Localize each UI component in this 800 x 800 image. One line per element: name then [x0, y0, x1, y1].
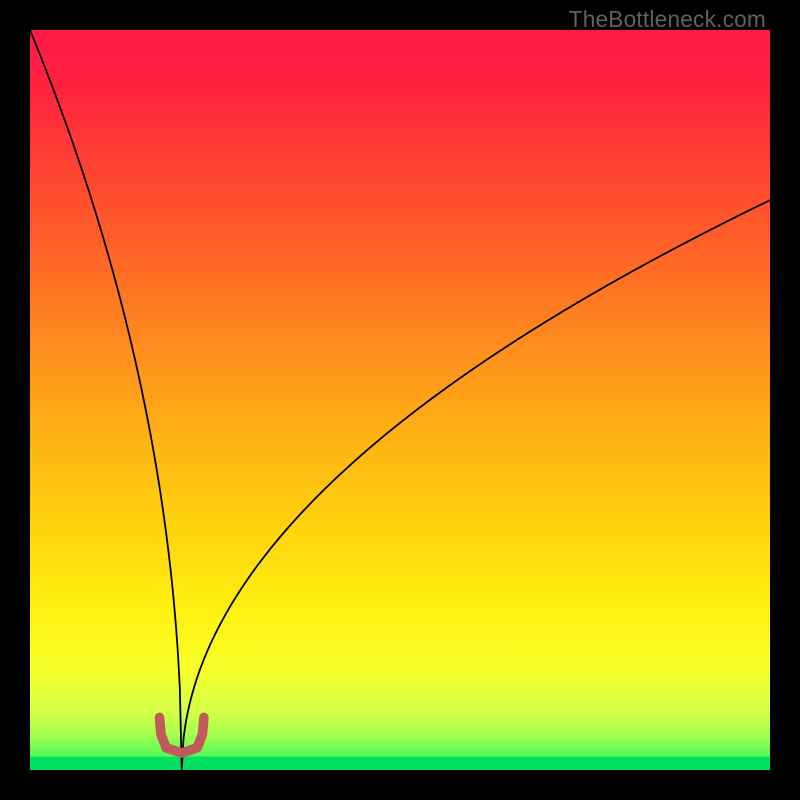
bottleneck-curve: [30, 30, 770, 770]
chart-frame: TheBottleneck.com: [0, 0, 800, 800]
plot-area: [30, 30, 770, 770]
curve-layer: [30, 30, 770, 770]
watermark-text: TheBottleneck.com: [569, 6, 766, 33]
